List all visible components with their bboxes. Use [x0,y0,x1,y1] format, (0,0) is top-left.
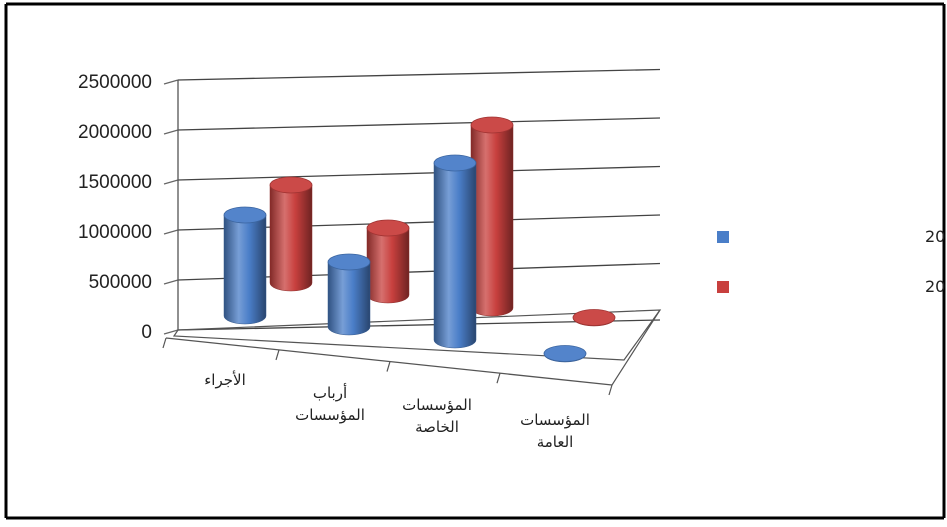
gridline-left-stub [163,279,179,285]
bar-2014-2 [470,124,514,317]
gridline-left-stub [163,329,179,335]
bar-2014-0 [269,184,313,292]
bar-top-2014-0 [269,176,313,194]
bar-top-2013-3 [543,345,587,362]
x-tick-label: المؤسسات العامة [520,411,590,451]
bar-2013-0 [223,214,267,325]
y-tick-label: 2500000 [78,72,152,93]
y-tick-label: 0 [141,322,152,343]
bar-2014-1 [366,227,410,304]
bar-2013-1 [327,261,371,336]
gridline-left-stub [163,79,179,85]
gridline [177,68,661,81]
gridline-left-stub [163,129,179,135]
gridline [177,165,661,181]
x-tick [386,361,391,372]
gridline [177,117,661,131]
y-tick-label: 2000000 [78,122,152,143]
bar-2013-2 [433,162,477,349]
x-tick-label: أرباب المؤسسات [295,383,365,424]
y-tick-label: 500000 [89,272,152,293]
bar-top-2013-2 [433,154,477,172]
bar-top-2014-2 [470,116,514,134]
bar-top-2014-3 [572,309,616,326]
x-axis-line [165,337,613,386]
x-tick-label: الأجراء [204,370,246,389]
x-tick [162,337,167,349]
floor-right-edge [611,309,661,386]
legend-label: السداسي الأول 2014 [925,276,947,297]
legend-label: السداسي الأول 2013 [925,226,947,247]
gridline-left-stub [163,229,179,235]
gridline-left-stub [163,179,179,185]
y-tick-label: 1000000 [78,222,152,243]
bar-top-2014-1 [366,219,410,237]
y-tick-label: 1500000 [78,172,152,193]
legend-swatch-2013 [717,231,729,243]
bar-top-2013-0 [223,206,267,224]
x-tick [608,384,613,396]
x-tick [496,373,501,384]
x-tick [275,349,280,361]
legend-swatch-2014 [717,281,729,293]
bar-top-2013-1 [327,253,371,271]
x-tick-label: المؤسسات الخاصة [402,396,472,436]
